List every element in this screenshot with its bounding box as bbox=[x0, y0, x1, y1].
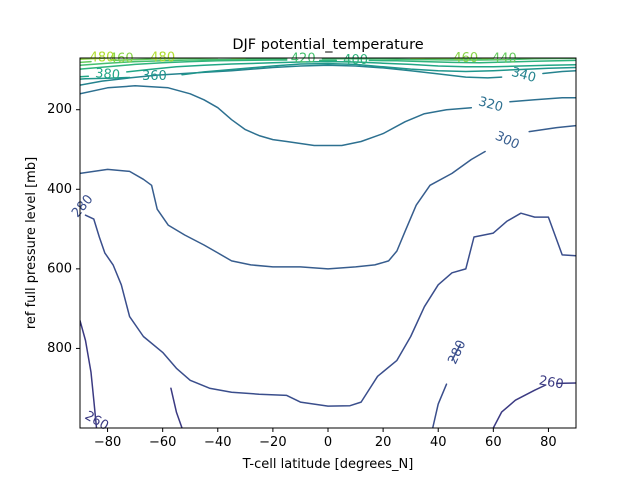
contour-label-380-0: 380 bbox=[95, 66, 121, 83]
chart-title: DJF potential_temperature bbox=[232, 37, 423, 53]
y-tick-label: 200 bbox=[47, 102, 72, 117]
y-tick-label: 800 bbox=[47, 341, 72, 356]
x-tick-label: −20 bbox=[259, 435, 286, 450]
x-tick-label: 60 bbox=[485, 435, 502, 450]
x-axis-label: T-cell latitude [degrees_N] bbox=[242, 457, 414, 472]
x-tick-label: 80 bbox=[540, 435, 557, 450]
x-tick-label: 20 bbox=[375, 435, 392, 450]
x-tick-label: −40 bbox=[204, 435, 231, 450]
x-tick-label: 40 bbox=[430, 435, 447, 450]
y-tick-label: 600 bbox=[47, 261, 72, 276]
x-tick-label: −80 bbox=[94, 435, 121, 450]
contour-label-360-0: 360 bbox=[142, 69, 167, 84]
y-tick-label: 400 bbox=[47, 182, 72, 197]
y-axis-label: ref full pressure level [mb] bbox=[24, 157, 39, 329]
contour-label-420-0: 420 bbox=[291, 51, 316, 66]
x-tick-label: 0 bbox=[324, 435, 332, 450]
x-tick-label: −60 bbox=[149, 435, 176, 450]
contour-label-400-0: 400 bbox=[343, 53, 368, 68]
contour-label-440-0: 440 bbox=[492, 51, 517, 66]
